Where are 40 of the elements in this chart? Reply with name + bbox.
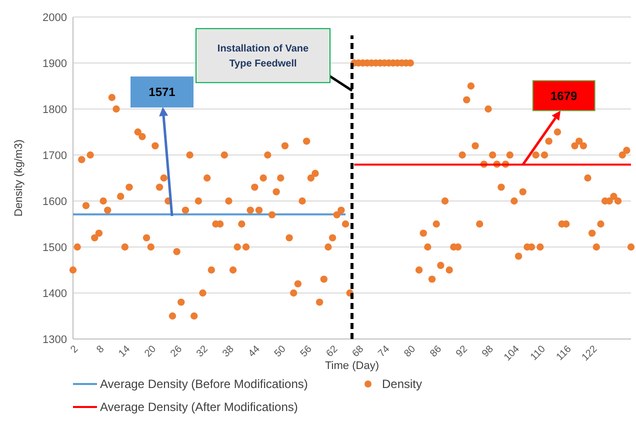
legend-label: Density [382,377,422,392]
callout-box: 1679 [532,80,596,112]
x-tick-label: 92 [454,344,470,360]
x-tick-label: 74 [376,344,392,360]
x-axis-title: Time (Day) [325,360,379,372]
x-tick-label: 68 [350,344,366,360]
x-tick-label: 110 [528,344,548,363]
y-tick-label: 2000 [42,12,67,24]
x-tick-label: 116 [554,344,574,363]
y-tick-label: 1400 [42,288,67,300]
x-tick-label: 44 [246,344,263,360]
y-axis-title: Density (kg/m3) [13,139,25,217]
y-tick-label: 1600 [42,196,67,208]
legend-label: Average Density (After Modifications) [100,400,298,414]
x-tick-label: 62 [324,344,340,360]
annotation: 1679 [550,88,578,103]
x-tick-label: 98 [480,344,496,360]
y-tick-label: 1900 [42,58,67,70]
x-tick-label: 14 [116,344,133,360]
x-tick-label: 104 [502,344,522,364]
x-tick-label: 32 [194,344,211,360]
x-tick-label: 20 [142,344,159,360]
x-tick-label: 26 [168,344,185,360]
annotation: Installation of Vane Type Feedwell [217,44,309,70]
y-tick-label: 1700 [42,150,67,162]
x-tick-label: 80 [402,344,418,360]
y-tick-label: 1300 [42,334,67,346]
x-tick-label: 50 [272,344,289,360]
callout-box: 1571 [130,76,194,108]
x-tick-label: 56 [298,344,314,360]
callout-box: Installation of Vane Type Feedwell [196,28,330,84]
x-tick-label: 8 [94,344,107,356]
y-tick-label: 1500 [42,242,67,254]
x-tick-label: 86 [428,344,444,360]
x-tick-label: 38 [220,344,237,360]
annotation: 1571 [148,85,176,100]
legend-label: Average Density (Before Modifications) [100,377,308,392]
x-tick-label: 122 [580,344,600,364]
y-tick-label: 1800 [42,104,67,116]
x-tick-label: 2 [68,344,81,356]
